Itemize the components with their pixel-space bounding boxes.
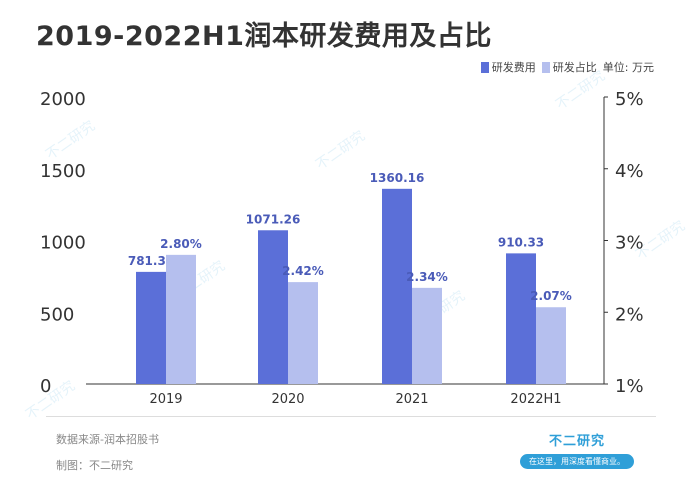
y-left-tick-label: 0 [40, 376, 51, 397]
y-right-tick-label: 3% [615, 233, 644, 254]
brand-name: 不二研究 [548, 434, 605, 449]
brand-logo: 不二研究 在这里，用深度看懂商业。 [518, 430, 636, 469]
watermark-text: 不二研究 [43, 118, 98, 163]
bar-series1 [136, 271, 166, 384]
bar-label-series2: 2.42% [282, 264, 324, 278]
x-tick-label: 2022H1 [510, 392, 561, 407]
y-right-tick-label: 2% [615, 304, 644, 325]
legend-label-series2: 研发占比 [552, 61, 597, 74]
y-right-tick-label: 1% [615, 376, 644, 397]
legend-swatch-series2 [541, 61, 550, 73]
legend-item-series2: 研发占比 [541, 59, 597, 75]
legend-swatch-series1 [480, 61, 489, 73]
bar-series2 [288, 282, 318, 384]
chart-title: 2019-2022H1润本研发费用及占比 [36, 21, 492, 52]
bar-label-series1: 1360.16 [370, 171, 425, 185]
legend-item-series1: 研发费用 [480, 59, 536, 75]
legend: 研发费用 研发占比 单位: 万元 [480, 59, 654, 75]
y-right-tick-label: 5% [615, 89, 644, 110]
unit-label: 单位: 万元 [602, 61, 654, 74]
data-source: 数据来源-润本招股书 [56, 433, 159, 446]
y-left-tick-label: 500 [40, 304, 74, 325]
y-left-tick-label: 2000 [40, 89, 86, 110]
chart-maker: 制图：不二研究 [56, 459, 133, 472]
bar-label-series2: 2.34% [406, 270, 448, 284]
x-tick-label: 2020 [271, 392, 304, 407]
y-right-tick-label: 4% [615, 161, 644, 182]
brand-slogan: 在这里，用深度看懂商业。 [520, 454, 634, 469]
bar-series1 [382, 188, 412, 384]
footer-divider [46, 416, 656, 417]
bar-series2 [166, 254, 196, 384]
legend-label-series1: 研发费用 [491, 61, 536, 74]
watermark-text: 不二研究 [553, 68, 608, 113]
bar-label-series1: 910.33 [498, 235, 544, 249]
bar-series1 [258, 230, 288, 384]
bar-label-series2: 2.07% [530, 289, 572, 303]
bar-series1 [506, 253, 536, 384]
y-left-tick-label: 1500 [40, 161, 86, 182]
y-left-tick-label: 1000 [40, 233, 86, 254]
watermark-text: 不二研究 [313, 128, 368, 173]
bar-series2 [412, 287, 442, 384]
bar-label-series2: 2.80% [160, 237, 202, 251]
bar-label-series1: 1071.26 [246, 212, 301, 226]
x-tick-label: 2021 [395, 392, 428, 407]
bar-label-series1: 781.39 [128, 254, 174, 268]
bar-series2 [536, 307, 566, 384]
x-tick-label: 2019 [149, 392, 182, 407]
